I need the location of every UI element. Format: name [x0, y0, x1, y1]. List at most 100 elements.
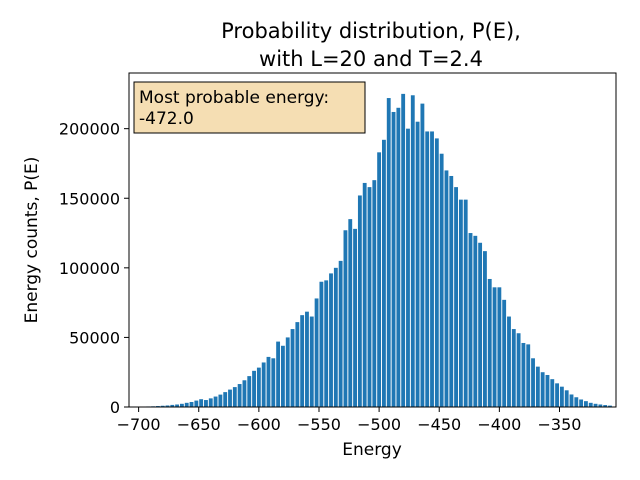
histogram-bar: [454, 187, 458, 407]
chart-title-line-1: Probability distribution, P(E),: [221, 19, 521, 43]
histogram-bar: [569, 394, 574, 407]
histogram-bar: [507, 316, 511, 407]
histogram-bar: [410, 95, 415, 408]
annotation-box: Most probable energy: -472.0: [133, 81, 366, 134]
y-axis-label: Energy counts, P(E): [22, 157, 42, 324]
histogram-bar: [526, 344, 531, 408]
histogram-bar: [396, 107, 401, 407]
histogram-bar: [521, 342, 526, 407]
histogram-bar: [401, 93, 406, 408]
histogram-bar: [449, 175, 454, 407]
histogram-bar: [483, 251, 487, 407]
histogram-bar: [237, 384, 242, 407]
histogram-bar: [309, 316, 314, 407]
histogram-bar: [603, 405, 608, 407]
histogram-bar: [458, 199, 463, 407]
histogram-bar: [213, 396, 218, 407]
histogram-bar: [502, 299, 507, 407]
bars-group: [136, 93, 612, 408]
histogram-bar: [535, 366, 540, 407]
histogram-bar: [463, 199, 468, 407]
histogram-bar: [305, 311, 309, 407]
histogram-bar: [228, 389, 232, 407]
x-tick-label: −400: [477, 415, 521, 434]
histogram-bar: [516, 333, 521, 407]
histogram-bar: [487, 278, 492, 407]
histogram-bar: [593, 403, 598, 407]
histogram-bar: [160, 405, 165, 407]
histogram-bar: [439, 153, 444, 407]
x-tick-label: −350: [538, 415, 582, 434]
histogram-bar: [608, 405, 612, 407]
x-tick-label: −500: [357, 415, 401, 434]
histogram-bar: [348, 219, 353, 408]
histogram-bar: [184, 402, 189, 407]
y-axis-ticks: 0 50000 100000 150000 200000: [59, 120, 129, 417]
histogram-bar: [473, 235, 478, 407]
histogram-bar: [189, 401, 194, 407]
x-tick-label: −450: [417, 415, 461, 434]
histogram-bar: [478, 242, 483, 407]
histogram-bar: [598, 404, 603, 407]
histogram-bar: [175, 404, 180, 407]
histogram-bar: [223, 392, 228, 407]
histogram-bar: [280, 345, 285, 407]
annotation-line-2: -472.0: [139, 109, 194, 129]
histogram-bar: [425, 131, 430, 407]
annotation-background: [133, 81, 366, 134]
histogram-bar: [208, 398, 213, 407]
histogram-bar: [266, 356, 271, 407]
histogram-bar: [367, 187, 372, 407]
y-tick-label: 0: [110, 398, 120, 417]
histogram-bar: [343, 230, 348, 407]
histogram-bar: [247, 376, 252, 407]
chart-title-line-2: with L=20 and T=2.4: [259, 47, 483, 71]
histogram-bar: [545, 374, 550, 407]
histogram-bar: [252, 370, 256, 407]
histogram-bar: [324, 280, 329, 407]
histogram-bar: [377, 152, 382, 407]
histogram-bar: [531, 358, 535, 407]
histogram-bar: [261, 362, 266, 407]
histogram-bar: [242, 380, 247, 407]
histogram-bar: [468, 233, 473, 407]
histogram-bar: [204, 400, 208, 407]
histogram-bar: [559, 386, 564, 407]
plot-frame: [128, 72, 617, 408]
x-tick-label: −600: [237, 415, 281, 434]
histogram-bar: [314, 298, 319, 407]
histogram-bar: [588, 402, 593, 407]
histogram-bar: [256, 367, 261, 407]
histogram-bar: [579, 399, 584, 407]
histogram-bar: [382, 139, 386, 408]
histogram-bar: [271, 358, 276, 407]
histogram-bar: [333, 267, 338, 407]
histogram-bar: [194, 400, 199, 407]
histogram-bar: [420, 103, 425, 408]
histogram-bar: [285, 337, 290, 407]
histogram-bar: [540, 372, 545, 407]
y-tick-label: 150000: [59, 189, 120, 208]
histogram-bar: [319, 281, 324, 407]
histogram-bar: [555, 383, 560, 407]
histogram-bar: [329, 273, 333, 407]
histogram-bar: [391, 111, 396, 407]
histogram-bar: [415, 121, 420, 408]
histogram-bar: [338, 260, 343, 408]
histogram-bar: [295, 322, 300, 407]
x-tick-label: −550: [297, 415, 341, 434]
x-axis-label: Energy: [342, 440, 402, 460]
histogram-bar: [362, 182, 367, 407]
histogram-bar: [179, 403, 184, 407]
histogram-bar: [511, 329, 516, 407]
histogram-bar: [386, 98, 391, 408]
histogram-bar: [276, 341, 281, 407]
histogram-bar: [434, 138, 439, 407]
histogram-bar: [444, 170, 449, 407]
histogram-bar: [584, 401, 588, 407]
histogram-bar: [170, 404, 175, 407]
histogram-bar: [406, 128, 410, 408]
y-tick-label: 200000: [59, 120, 120, 139]
histogram-bar: [430, 131, 434, 407]
